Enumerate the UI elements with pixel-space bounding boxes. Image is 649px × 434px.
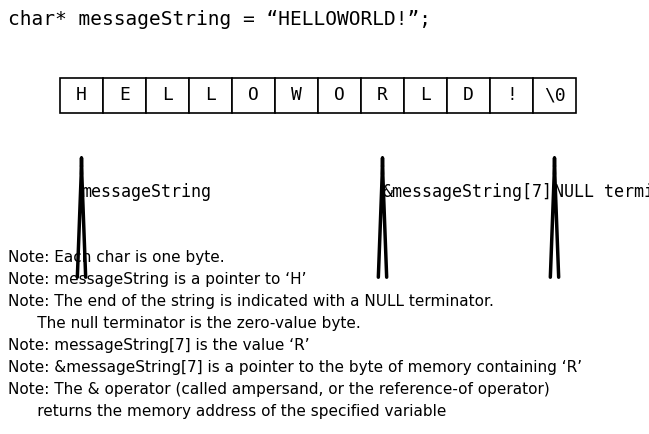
Text: O: O <box>248 86 259 105</box>
Bar <box>318 78 361 113</box>
Text: NULL terminator: NULL terminator <box>554 183 649 201</box>
Text: returns the memory address of the specified variable: returns the memory address of the specif… <box>8 404 447 419</box>
Text: \0: \0 <box>544 86 565 105</box>
Bar <box>447 78 490 113</box>
Text: Note: &messageString[7] is a pointer to the byte of memory containing ‘R’: Note: &messageString[7] is a pointer to … <box>8 360 582 375</box>
Text: messageString: messageString <box>82 183 212 201</box>
Bar <box>146 78 189 113</box>
Text: Note: The end of the string is indicated with a NULL terminator.: Note: The end of the string is indicated… <box>8 294 494 309</box>
Text: Note: messageString[7] is the value ‘R’: Note: messageString[7] is the value ‘R’ <box>8 338 310 353</box>
Text: Note: Each char is one byte.: Note: Each char is one byte. <box>8 250 225 265</box>
Bar <box>103 78 146 113</box>
Bar <box>189 78 232 113</box>
Text: L: L <box>162 86 173 105</box>
Text: &messageString[7]: &messageString[7] <box>382 183 552 201</box>
Text: H: H <box>76 86 87 105</box>
Text: W: W <box>291 86 302 105</box>
Text: E: E <box>119 86 130 105</box>
Bar <box>60 78 103 113</box>
Bar <box>232 78 275 113</box>
Bar <box>361 78 404 113</box>
Text: D: D <box>463 86 474 105</box>
Text: Note: The & operator (called ampersand, or the reference-of operator): Note: The & operator (called ampersand, … <box>8 382 550 397</box>
Text: R: R <box>377 86 388 105</box>
Text: O: O <box>334 86 345 105</box>
Bar <box>490 78 533 113</box>
Bar <box>275 78 318 113</box>
Text: L: L <box>420 86 431 105</box>
Text: Note: messageString is a pointer to ‘H’: Note: messageString is a pointer to ‘H’ <box>8 272 306 287</box>
Text: !: ! <box>506 86 517 105</box>
Bar <box>404 78 447 113</box>
Bar <box>533 78 576 113</box>
Text: char* messageString = “HELLOWORLD!”;: char* messageString = “HELLOWORLD!”; <box>8 10 431 29</box>
Text: The null terminator is the zero-value byte.: The null terminator is the zero-value by… <box>8 316 361 331</box>
Text: L: L <box>205 86 216 105</box>
